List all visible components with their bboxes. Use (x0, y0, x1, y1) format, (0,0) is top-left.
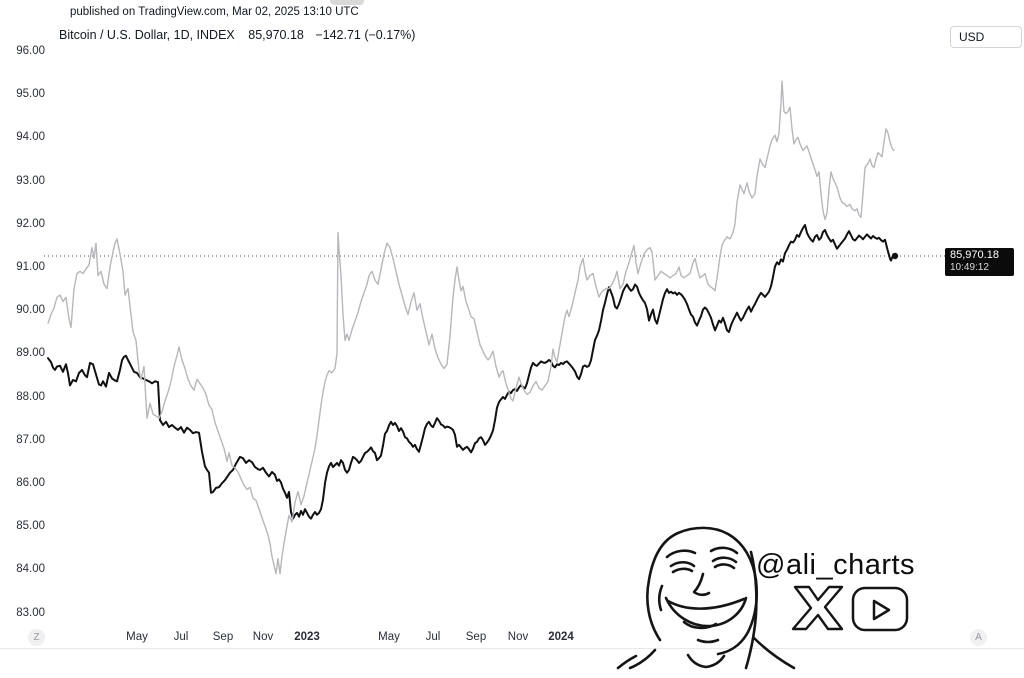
left-axis-tick: 87.00 (16, 433, 45, 446)
x-logo-icon (791, 585, 844, 631)
time-axis-tick: Jul (425, 631, 441, 643)
index-gray-line (47, 80, 895, 575)
time-axis-tick: May (378, 631, 400, 643)
left-axis-tick: 96.00 (16, 45, 45, 57)
axis-label-countdown: 10:49:12 (950, 262, 989, 273)
left-axis-tick: 88.00 (16, 390, 45, 403)
left-axis-tick: 84.00 (16, 563, 45, 576)
face-sketch (616, 526, 796, 670)
time-axis-tick: Nov (252, 631, 274, 643)
youtube-play-icon (851, 586, 909, 632)
time-axis-tick: 2023 (294, 631, 320, 643)
left-axis-tick: 93.00 (16, 174, 45, 187)
left-scale-badge: Z (28, 629, 45, 646)
left-axis-tick: 85.00 (16, 520, 45, 533)
footer-bar: TradingView (0, 649, 1024, 678)
published-note: published on TradingView.com, Mar 02, 20… (70, 6, 359, 18)
left-axis-tick: 86.00 (16, 477, 45, 489)
chart-legend: Bitcoin / U.S. Dollar, 1D, INDEX 85,970.… (59, 28, 415, 42)
last-price: 85,970.18 (248, 28, 304, 42)
last-price-axis-label: 85,970.18 10:49:12 (945, 248, 1014, 276)
time-axis-tick: Jul (173, 631, 189, 643)
left-axis-tick: 94.00 (16, 131, 45, 144)
watermark-handle: @ali_charts (756, 549, 916, 581)
top-tab-fragment (330, 0, 364, 5)
left-price-axis[interactable]: 96.00 95.00 94.00 93.00 92.00 91.00 90.00 89.00… (0, 0, 46, 648)
time-axis-tick: May (126, 631, 148, 643)
time-axis-tick: Sep (465, 631, 487, 643)
left-axis-tick: 89.00 (16, 347, 45, 360)
time-axis-tick: Sep (212, 631, 234, 643)
right-scale-badge: A (970, 629, 987, 646)
left-axis-tick: 83.00 (16, 606, 45, 619)
footer-divider (0, 648, 1024, 649)
left-axis-tick: 90.00 (16, 304, 45, 317)
btc-usd-black-line (47, 224, 894, 520)
price-change: −142.71 (−0.17%) (315, 28, 416, 42)
currency-usd-button[interactable]: USD (950, 26, 1022, 48)
left-axis-tick: 95.00 (16, 88, 45, 101)
time-axis-tick: 2024 (548, 631, 574, 643)
time-axis[interactable]: May Jul Sep Nov 2023 May Jul Sep Nov 2024 (0, 0, 1024, 648)
left-axis-tick: 91.00 (16, 261, 45, 273)
left-axis-tick: 92.00 (16, 217, 45, 230)
axis-label-price: 85,970.18 (950, 249, 999, 261)
time-axis-tick: Nov (507, 631, 529, 643)
btc-usd-black-end-dot (891, 252, 899, 260)
symbol-title[interactable]: Bitcoin / U.S. Dollar, 1D, INDEX (59, 28, 235, 42)
